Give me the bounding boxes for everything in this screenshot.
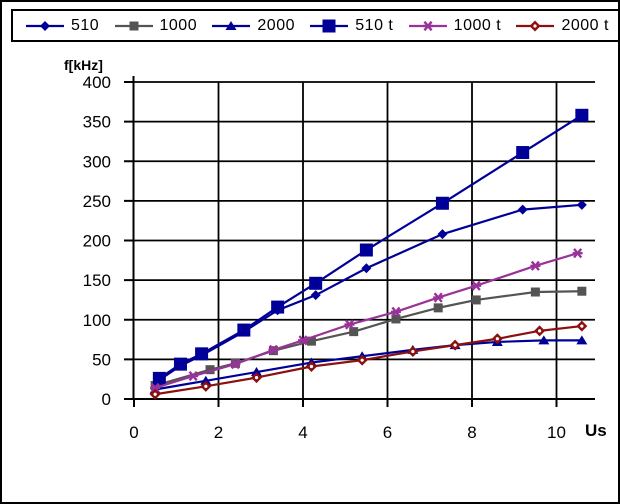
asterisk-marker — [298, 335, 308, 346]
x-tick-label: 0 — [129, 423, 138, 442]
triangle-marker — [576, 335, 588, 345]
asterisk-marker — [150, 382, 160, 393]
diamond-marker — [576, 199, 587, 210]
square-marker — [530, 287, 540, 297]
asterisk-legend-icon — [408, 20, 447, 31]
ring-diamond-marker — [411, 349, 415, 354]
asterisk-marker — [471, 280, 481, 291]
series-line-510-t — [158, 114, 583, 380]
asterisk-marker — [230, 359, 240, 370]
diamond-marker — [437, 229, 448, 240]
series-line-510 — [158, 203, 582, 381]
legend-item-1000: 1000 — [114, 17, 198, 35]
square-marker — [349, 327, 359, 337]
x-tick-label: 6 — [383, 423, 392, 442]
square-marker — [577, 286, 587, 296]
legend-label: 2000 — [257, 16, 295, 34]
big-square-marker — [152, 371, 166, 385]
big-square-marker — [575, 108, 589, 122]
diamond-marker — [517, 204, 528, 215]
legend-label: 1000 t — [453, 16, 502, 34]
legend-label: 510 — [71, 16, 100, 34]
big-square-marker — [516, 146, 530, 160]
y-tick-label: 300 — [83, 152, 111, 171]
square-legend-icon — [114, 21, 153, 30]
y-tick-label: 50 — [92, 350, 111, 369]
square-marker — [433, 303, 443, 313]
triangle-marker — [200, 375, 212, 385]
ring-diamond-marker — [204, 384, 208, 388]
triangle-marker — [225, 20, 237, 30]
asterisk-marker — [188, 370, 198, 382]
asterisk-marker — [530, 260, 540, 271]
asterisk-marker — [573, 248, 583, 259]
asterisk-marker — [391, 306, 401, 317]
asterisk-marker — [433, 292, 443, 303]
chart-legend: 510 1000 2000 510 t 1000 t 2000 t — [11, 9, 618, 42]
diamond-legend-icon — [26, 20, 64, 31]
y-tick-label: 400 — [83, 73, 111, 92]
legend-item-1000-t: 1000 t — [408, 17, 501, 35]
ring-diamond-marker — [580, 324, 584, 328]
square-marker — [306, 336, 316, 346]
diamond-marker — [310, 290, 321, 301]
legend-label: 1000 — [159, 16, 198, 34]
asterisk-marker — [344, 319, 354, 330]
y-tick-label: 150 — [83, 271, 111, 290]
ring-diamond-marker — [533, 23, 538, 28]
y-tick-label: 250 — [83, 192, 111, 211]
diamond-marker — [361, 263, 372, 274]
legend-item-2000-t: 2000 t — [515, 17, 608, 35]
x-tick-label: 4 — [298, 423, 307, 442]
square-marker — [129, 21, 138, 30]
series-line-2000-t — [154, 324, 582, 396]
big-square-marker — [359, 243, 373, 257]
legend-label: 2000 t — [561, 16, 609, 34]
x-axis-title: Us — [585, 421, 607, 440]
ring-diamond-marker — [254, 376, 259, 380]
ring-diamond-marker — [360, 358, 364, 362]
diamond-marker — [40, 20, 50, 31]
big-square-legend-icon — [310, 19, 349, 32]
y-tick-label: 100 — [83, 311, 111, 330]
big-square-marker — [173, 357, 187, 371]
y-tick-label: 200 — [83, 232, 111, 251]
x-tick-label: 2 — [214, 423, 223, 442]
square-marker — [391, 314, 401, 324]
square-marker — [471, 295, 481, 305]
big-square-marker — [309, 276, 323, 290]
y-axis-title: f[kHz] — [64, 57, 103, 73]
y-tick-label: 350 — [83, 113, 111, 132]
big-square-marker — [195, 347, 209, 361]
triangle-legend-icon — [212, 20, 251, 30]
big-square-marker — [435, 196, 449, 210]
asterisk-marker — [268, 344, 278, 355]
y-tick-label: 0 — [102, 390, 111, 409]
legend-item-2000: 2000 — [211, 17, 295, 35]
x-tick-label: 10 — [547, 423, 566, 442]
ring-diamond-legend-icon — [516, 20, 555, 31]
legend-item-510-t: 510 t — [309, 17, 393, 35]
triangle-marker — [538, 335, 550, 345]
triangle-marker — [251, 367, 263, 377]
ring-diamond-marker — [538, 329, 542, 333]
big-square-marker — [237, 323, 251, 337]
ring-diamond-marker — [153, 392, 157, 396]
big-square-marker — [271, 300, 285, 314]
x-tick-label: 8 — [467, 423, 476, 442]
big-square-marker — [322, 19, 336, 32]
ring-diamond-marker — [495, 337, 499, 341]
square-marker — [205, 365, 215, 375]
asterisk-marker — [423, 20, 433, 31]
ring-diamond-marker — [309, 364, 314, 369]
ring-diamond-marker — [453, 343, 457, 347]
series-line-2000 — [154, 339, 582, 391]
legend-label: 510 t — [355, 16, 394, 34]
legend-item-510: 510 — [25, 17, 99, 35]
